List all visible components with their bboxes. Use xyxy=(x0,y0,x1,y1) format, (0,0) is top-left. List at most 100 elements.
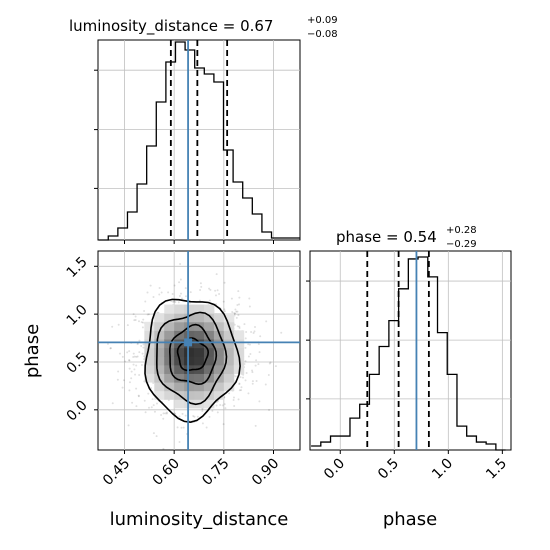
scatter-point xyxy=(173,300,176,303)
scatter-point xyxy=(132,356,135,359)
scatter-point xyxy=(171,293,174,296)
x-tick-label: 0.5 xyxy=(375,456,402,483)
density-cell xyxy=(223,364,235,374)
scatter-point xyxy=(134,318,137,321)
scatter-point xyxy=(133,319,136,322)
scatter-point xyxy=(247,343,250,346)
density-cell xyxy=(154,390,165,400)
scatter-point xyxy=(153,410,156,413)
scatter-point xyxy=(142,343,145,346)
scatter-point xyxy=(264,383,267,386)
scatter-point xyxy=(269,361,272,364)
scatter-point xyxy=(219,403,222,406)
density-cell xyxy=(164,313,175,323)
scatter-point xyxy=(152,432,155,435)
scatter-point xyxy=(184,414,187,417)
scatter-point xyxy=(178,415,181,418)
scatter-point xyxy=(109,347,112,350)
scatter-point xyxy=(181,412,184,415)
scatter-point xyxy=(193,415,196,418)
scatter-point xyxy=(223,310,226,313)
scatter-point xyxy=(199,289,202,292)
density-cell xyxy=(174,399,185,409)
scatter-point xyxy=(233,312,236,315)
scatter-point xyxy=(141,326,144,329)
scatter-point xyxy=(230,297,233,300)
scatter-point xyxy=(137,395,140,398)
density-cell xyxy=(233,339,245,349)
density-cell xyxy=(174,373,185,383)
density-cell xyxy=(233,330,245,340)
scatter-point xyxy=(117,370,120,373)
density-cell xyxy=(174,321,185,331)
scatter-point xyxy=(257,363,260,366)
density-cell xyxy=(194,382,205,392)
scatter-point xyxy=(214,289,217,292)
scatter-point xyxy=(244,337,247,340)
scatter-point xyxy=(133,368,136,371)
density-cell xyxy=(154,382,165,392)
scatter-point xyxy=(252,331,255,334)
scatter-point xyxy=(244,379,247,382)
scatter-point xyxy=(235,310,238,313)
density-cell xyxy=(144,321,155,331)
scatter-point xyxy=(178,281,181,284)
scatter-point xyxy=(147,313,150,316)
scatter-point xyxy=(180,297,183,300)
scatter-point xyxy=(170,300,173,303)
scatter-point xyxy=(138,339,141,342)
scatter-point xyxy=(211,409,214,412)
histogram-line xyxy=(311,256,506,451)
scatter-point xyxy=(121,355,124,358)
scatter-point xyxy=(144,411,147,414)
scatter-point xyxy=(258,351,261,354)
density-cell xyxy=(213,321,225,331)
scatter-point xyxy=(243,323,246,326)
scatter-point xyxy=(143,309,146,312)
scatter-point xyxy=(257,343,260,346)
scatter-point xyxy=(196,415,199,418)
scatter-point xyxy=(152,404,155,407)
y-ticks xyxy=(94,69,98,189)
scatter-point xyxy=(165,411,168,414)
scatter-point xyxy=(208,415,211,418)
scatter-point xyxy=(280,331,283,334)
density-cell xyxy=(184,373,195,383)
density-cell xyxy=(154,313,165,323)
density-cell xyxy=(203,382,215,392)
density-cell xyxy=(164,330,175,340)
x-ticks: 0.45 0.60 0.75 0.90 xyxy=(100,450,282,489)
density-cell xyxy=(154,339,165,349)
scatter-point xyxy=(135,405,138,408)
density-cell xyxy=(144,347,155,357)
scatter-point xyxy=(126,351,129,354)
scatter-point xyxy=(245,331,248,334)
scatter-point xyxy=(135,364,138,367)
scatter-point xyxy=(178,294,181,297)
scatter-point xyxy=(240,386,243,389)
scatter-point xyxy=(248,305,251,308)
scatter-point xyxy=(235,316,238,319)
scatter-point xyxy=(155,435,158,438)
scatter-point xyxy=(236,325,239,328)
density-cell xyxy=(223,339,235,349)
scatter-point xyxy=(238,325,241,328)
density-cell xyxy=(184,313,195,323)
scatter-point xyxy=(223,403,226,406)
grid xyxy=(98,40,300,244)
scatter-point xyxy=(106,342,109,345)
density-cell xyxy=(213,313,225,323)
scatter-point xyxy=(249,353,252,356)
scatter-point xyxy=(251,382,254,385)
scatter-point xyxy=(236,310,239,313)
scatter-point xyxy=(244,360,247,363)
density-cell xyxy=(203,356,215,366)
scatter-point xyxy=(248,343,251,346)
density-cell xyxy=(223,356,235,366)
scatter-point xyxy=(214,294,217,297)
density-cell xyxy=(203,313,215,323)
scatter-point xyxy=(222,300,225,303)
x-axis-label-phase: phase xyxy=(383,509,437,530)
y-tick-label: 0.5 xyxy=(64,350,91,377)
scatter-point xyxy=(215,404,218,407)
